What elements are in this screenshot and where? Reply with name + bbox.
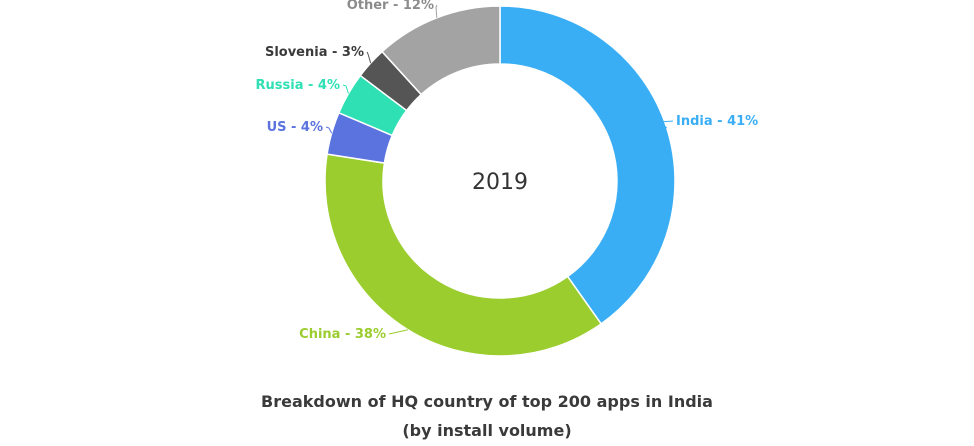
leader-line-slovenia	[366, 51, 372, 64]
leader-line-russia	[342, 84, 349, 94]
slice-label-china: China - 38%	[299, 327, 386, 342]
slices-group	[324, 5, 676, 357]
center-year-label: 2019	[472, 170, 528, 195]
slice-other	[381, 5, 501, 96]
slice-label-us: US - 4%	[267, 120, 323, 135]
leader-line-china	[388, 329, 408, 335]
slice-label-slovenia: Slovenia - 3%	[265, 45, 364, 60]
leader-lines-group	[325, 4, 674, 335]
slice-label-other: Other - 12%	[347, 0, 434, 13]
leader-line-india	[658, 120, 674, 129]
leader-line-other	[435, 4, 438, 18]
slice-label-india: India - 41%	[676, 114, 758, 129]
chart-title: Breakdown of HQ country of top 200 apps …	[261, 392, 713, 411]
slice-india	[499, 5, 676, 325]
slice-china	[324, 153, 603, 357]
leader-line-us	[325, 126, 333, 134]
slice-label-russia: Russia - 4%	[256, 78, 341, 93]
slice-labels-group: India - 41% China - 38% US - 4% Russia - 4%…	[256, 0, 759, 342]
chart-subtitle: (by install volume)	[402, 421, 572, 440]
